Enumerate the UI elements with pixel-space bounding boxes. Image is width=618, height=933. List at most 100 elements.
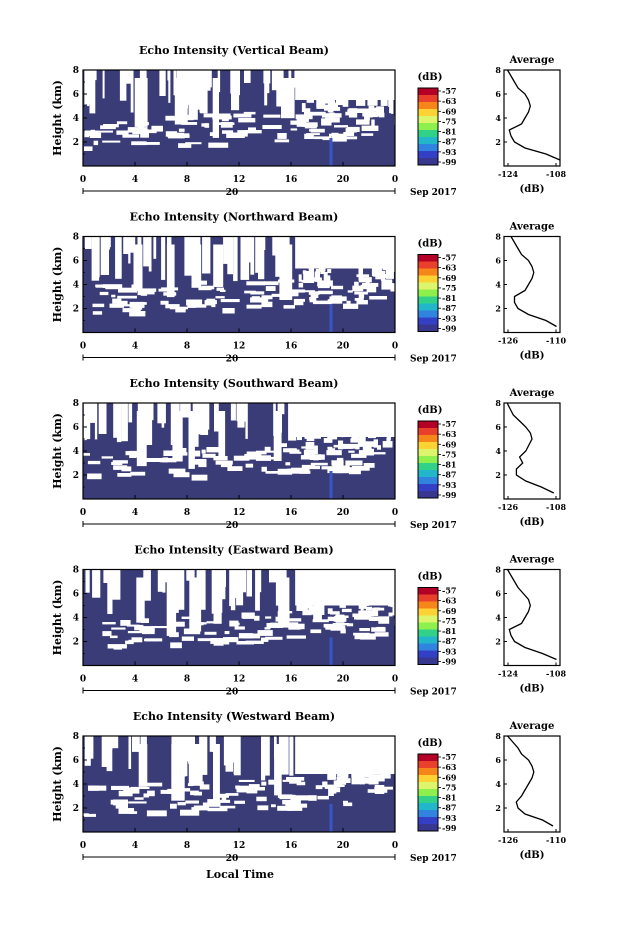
y-tick-label: 2 <box>73 138 79 148</box>
no-echo-gap <box>128 736 132 769</box>
no-echo-gap <box>264 446 271 452</box>
no-echo-gap <box>142 628 155 635</box>
colorbar-tick-label: -63 <box>442 596 457 606</box>
no-echo-gap <box>180 809 200 816</box>
no-echo-gap <box>250 236 255 275</box>
no-echo-gap <box>242 614 254 619</box>
x-tick-label: 12 <box>233 841 246 851</box>
no-echo-gap <box>327 771 337 779</box>
no-echo-gap <box>202 236 211 274</box>
no-echo-gap <box>111 294 116 298</box>
no-echo-gap <box>280 736 289 775</box>
colorbar-swatch <box>418 261 438 269</box>
no-echo-gap <box>219 805 236 809</box>
no-echo-gap <box>283 448 297 453</box>
no-echo-gap <box>199 781 204 786</box>
no-echo-gap <box>130 70 134 113</box>
no-echo-gap <box>158 288 173 292</box>
no-echo-gap <box>201 285 215 290</box>
no-echo-gap <box>350 438 361 443</box>
colorbar-swatch <box>418 463 438 471</box>
no-echo-gap <box>185 800 199 804</box>
colorbar-tick-label: -75 <box>442 449 456 459</box>
no-echo-gap <box>118 808 135 814</box>
no-echo-gap <box>340 628 346 634</box>
no-echo-gap <box>257 630 273 636</box>
no-echo-gap <box>207 807 228 812</box>
no-echo-gap <box>84 736 91 766</box>
no-echo-gap <box>355 443 360 450</box>
no-echo-gap <box>368 776 379 785</box>
no-echo-gap <box>235 70 240 96</box>
no-echo-gap <box>299 470 311 474</box>
colorbar-swatch <box>418 608 438 616</box>
no-echo-gap <box>116 130 129 135</box>
no-echo-gap <box>279 244 293 300</box>
no-echo-gap <box>92 303 105 308</box>
date-month-label: Sep 2017 <box>410 854 457 864</box>
colorbar-swatch <box>418 88 438 96</box>
no-echo-gap <box>213 577 222 624</box>
no-echo-gap <box>328 102 338 109</box>
profile-x-tick-label: -108 <box>546 502 566 512</box>
colorbar-swatch <box>418 144 438 152</box>
no-echo-gap <box>112 460 128 464</box>
colorbar-tick-label: -81 <box>442 793 456 803</box>
no-echo-gap <box>143 782 163 787</box>
no-echo-gap <box>375 594 383 604</box>
x-tick-label: 16 <box>285 175 298 185</box>
no-echo-gap <box>280 622 299 628</box>
colorbar-swatch <box>418 102 438 110</box>
x-tick-label: 0 <box>392 508 398 518</box>
beam-panel-0: Echo Intensity (Vertical Beam) 2 4 6 8 Height… <box>51 44 566 198</box>
no-echo-gap <box>323 762 329 770</box>
no-echo-gap <box>189 577 202 632</box>
no-echo-gap <box>176 569 185 610</box>
no-echo-gap <box>231 70 240 111</box>
no-echo-gap <box>275 616 286 622</box>
colorbar-swatch <box>418 296 438 304</box>
no-echo-gap <box>378 776 385 782</box>
no-echo-gap <box>270 622 284 628</box>
no-echo-gap <box>255 450 276 453</box>
no-echo-gap <box>313 136 332 140</box>
no-echo-gap <box>373 607 380 611</box>
no-echo-gap <box>278 577 290 625</box>
echo-streak <box>329 304 333 333</box>
no-echo-gap <box>277 613 290 618</box>
no-echo-gap <box>329 112 335 119</box>
no-echo-gap <box>118 287 138 293</box>
no-echo-gap <box>188 78 198 120</box>
no-echo-gap <box>233 236 238 282</box>
no-echo-gap <box>364 633 376 637</box>
no-echo-gap <box>179 135 190 138</box>
colorbar-swatch <box>418 123 438 131</box>
no-echo-gap <box>140 291 148 296</box>
y-tick-label: 8 <box>73 66 79 76</box>
no-echo-gap <box>87 460 101 465</box>
colorbar-tick-label: -87 <box>442 803 456 813</box>
no-echo-gap <box>329 296 347 302</box>
y-tick-label: 8 <box>73 732 79 742</box>
profile-y-tick-label: 8 <box>495 232 501 242</box>
x-tick-label: 16 <box>285 342 298 352</box>
no-echo-gap <box>168 468 186 474</box>
no-echo-gap <box>230 569 236 611</box>
no-echo-gap <box>202 802 221 807</box>
no-echo-gap <box>271 293 284 297</box>
no-echo-gap <box>84 813 96 817</box>
beam-panel-1: Echo Intensity (Northward Beam) 2 4 6 8 Heigh… <box>51 211 566 365</box>
no-echo-gap <box>367 98 378 106</box>
no-echo-gap <box>368 105 375 113</box>
no-echo-gap <box>140 618 149 623</box>
no-echo-gap <box>265 286 276 291</box>
no-echo-gap <box>159 70 166 96</box>
colorbar-tick-label: -57 <box>442 419 456 429</box>
no-echo-gap <box>130 786 150 789</box>
profile-x-tick-label: -124 <box>498 669 518 679</box>
x-tick-label: 8 <box>184 675 190 685</box>
no-echo-gap <box>341 608 352 613</box>
date-day-label: 20 <box>226 188 239 198</box>
no-echo-gap <box>167 788 173 794</box>
echo-streak <box>329 804 333 832</box>
